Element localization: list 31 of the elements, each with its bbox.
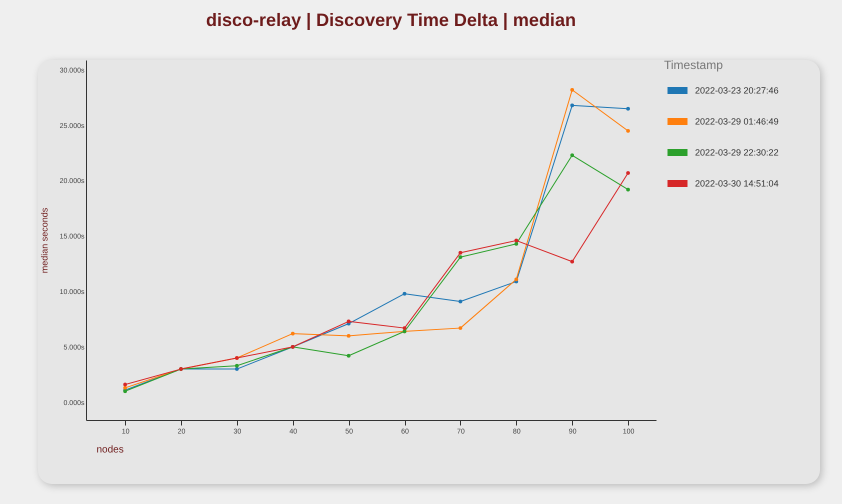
legend-label: 2022-03-29 01:46:49 [695,116,779,126]
point [346,354,351,358]
point [626,129,630,133]
point [458,326,462,330]
legend-label: 2022-03-23 20:27:46 [695,86,779,96]
point [570,260,574,264]
point [402,292,406,296]
point [626,188,630,192]
point [570,88,574,92]
legend-label: 2022-03-29 22:30:22 [695,148,779,158]
point [458,255,462,260]
point [123,382,127,386]
chart-title: disco-relay | Discovery Time Delta | median [206,10,576,30]
point [626,106,630,111]
point [458,250,462,255]
y-axis-title: median seconds [40,207,50,274]
point [514,238,518,242]
point [346,334,351,338]
point [570,153,574,158]
point [290,332,295,336]
legend-title: Timestamp [664,58,724,72]
legend-label: 2022-03-30 14:51:04 [695,178,779,188]
point [235,364,239,368]
point [402,326,406,330]
point [626,171,630,175]
x-axis-title: nodes [96,444,124,456]
point [514,242,518,246]
point [514,277,518,282]
point [570,104,574,108]
point [458,300,462,304]
point [235,367,239,371]
